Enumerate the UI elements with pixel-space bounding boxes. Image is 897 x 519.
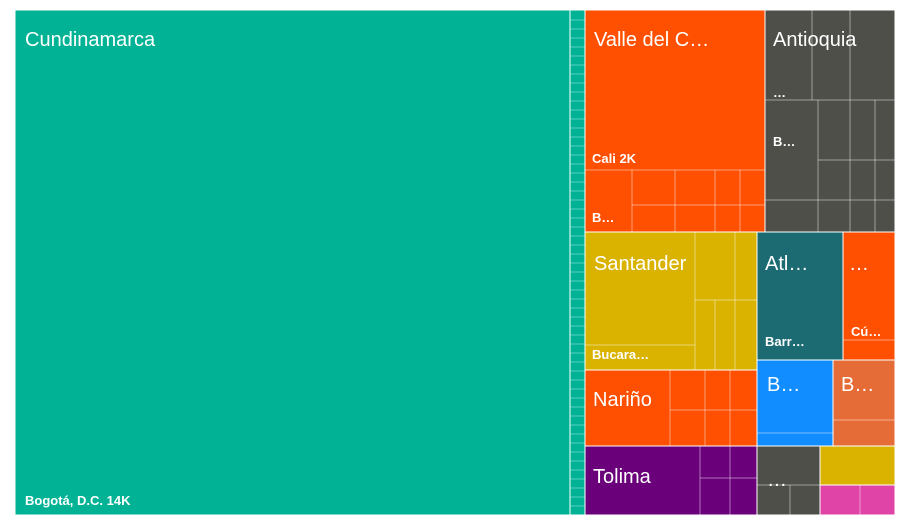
sub-tile-label: Cú…	[851, 324, 881, 339]
tile-label: Atl…	[765, 253, 808, 275]
tile-label: Antioquia	[773, 29, 857, 51]
sub-tile-label: Cali 2K	[592, 151, 637, 166]
tile	[842, 231, 896, 361]
sub-tile-label: Barr…	[765, 334, 805, 349]
tile-label: …	[849, 253, 869, 275]
tile	[584, 369, 758, 447]
tile	[756, 445, 821, 516]
tile-label: Tolima	[593, 466, 652, 488]
tile	[756, 231, 844, 361]
tile-sliver	[569, 9, 586, 516]
tile-label: Santander	[594, 253, 687, 275]
tile	[764, 9, 896, 233]
tile	[832, 359, 896, 447]
sub-tile-label: B…	[592, 210, 614, 225]
tile	[584, 231, 758, 371]
tile-label: Valle del C…	[594, 29, 709, 51]
tile	[14, 9, 571, 516]
tile-label: B…	[841, 374, 874, 396]
tile-label: Cundinamarca	[25, 29, 156, 51]
tile-label: B…	[767, 374, 800, 396]
sub-tile-label: Bogotá, D.C. 14K	[25, 493, 131, 508]
sub-tile-label: B…	[773, 134, 795, 149]
tile	[584, 445, 758, 516]
tile-label: …	[767, 469, 787, 491]
tile-label: Nariño	[593, 389, 652, 411]
tile	[584, 9, 766, 233]
tile	[819, 484, 896, 516]
tile	[819, 445, 896, 486]
sub-tile-label: Bucara…	[592, 347, 649, 362]
sub-tile-label: …	[773, 85, 786, 100]
